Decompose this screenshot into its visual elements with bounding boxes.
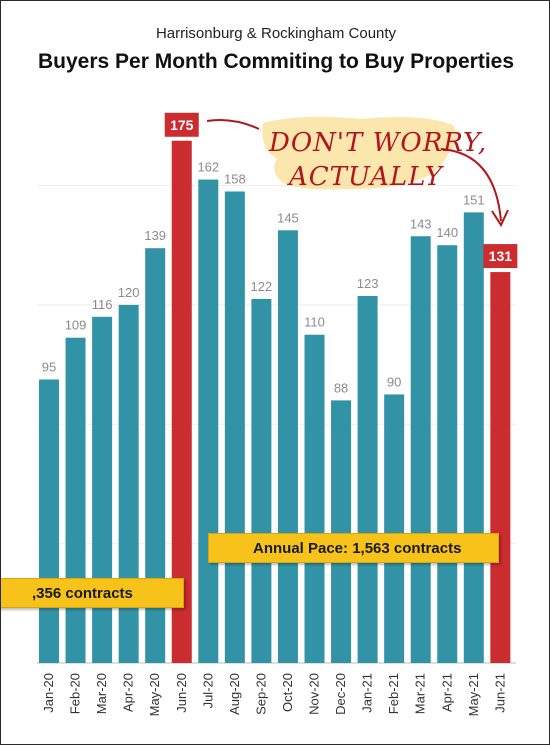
value-label-nov-20: 110 (304, 315, 325, 330)
handwritten-note-line2: ACTUALLY (287, 162, 445, 192)
value-label-oct-20: 145 (277, 210, 299, 225)
value-label-sep-20: 122 (251, 279, 273, 294)
bar-oct-20 (277, 230, 298, 663)
highlight-blob (262, 116, 458, 190)
bar-aug-20 (224, 191, 245, 663)
bar-jun-21 (490, 272, 511, 663)
x-tick-label-dec-20: Dec-20 (333, 673, 348, 715)
value-label-feb-21: 90 (387, 374, 401, 389)
value-label-jun-20: 175 (170, 117, 194, 133)
arrow-to-jun-21 (440, 148, 502, 222)
bar-jan-21 (357, 295, 378, 663)
value-label-feb-20: 109 (65, 318, 87, 333)
value-label-may-20: 139 (144, 228, 166, 243)
handwritten-note-line1: DON'T WORRY, (268, 128, 487, 158)
x-tick-label-may-20: May-20 (147, 673, 162, 716)
bar-jun-20 (171, 140, 192, 663)
value-label-mar-20: 116 (92, 297, 113, 312)
bar-apr-20 (118, 304, 139, 663)
x-tick-label-jun-20: Jun-20 (174, 673, 189, 713)
x-tick-label-aug-20: Aug-20 (227, 673, 242, 715)
value-label-jul-20: 162 (197, 160, 219, 175)
x-tick-label-sep-20: Sep-20 (253, 673, 268, 715)
bar-jul-20 (198, 179, 219, 663)
value-label-apr-21: 140 (436, 225, 458, 240)
bar-mar-21 (410, 236, 431, 664)
value-label-jan-20: 95 (42, 360, 56, 375)
x-tick-label-mar-21: Mar-21 (413, 673, 428, 714)
x-tick-label-apr-20: Apr-20 (121, 673, 136, 712)
x-tick-label-apr-21: Apr-21 (439, 673, 454, 712)
bar-apr-21 (437, 245, 458, 664)
value-label-aug-20: 158 (224, 171, 246, 186)
value-label-bg-jun-20 (164, 112, 199, 137)
chart-subtitle: Harrisonburg & Rockingham County (155, 25, 397, 42)
value-label-may-21: 151 (463, 192, 485, 207)
bar-feb-21 (384, 394, 405, 663)
x-tick-label-jan-20: Jan-20 (41, 673, 56, 713)
bar-may-21 (463, 212, 484, 663)
x-tick-label-may-21: May-21 (466, 673, 481, 716)
chart-title: Buyers Per Month Commiting to Buy Proper… (37, 50, 515, 73)
x-tick-label-oct-20: Oct-20 (280, 673, 295, 712)
x-tick-label-mar-20: Mar-20 (94, 673, 109, 714)
value-label-apr-20: 120 (118, 285, 140, 300)
bar-nov-20 (304, 334, 325, 663)
value-label-dec-20: 88 (334, 380, 348, 395)
x-tick-label-feb-21: Feb-21 (386, 673, 401, 714)
value-label-jun-21: 131 (489, 248, 513, 264)
bar-sep-20 (251, 298, 272, 663)
value-label-mar-21: 143 (410, 216, 432, 231)
annual-pace-2020-box: ,356 contracts (1, 578, 184, 608)
arrow-head-jun-21 (491, 209, 509, 228)
x-tick-label-jan-21: Jan-21 (360, 673, 375, 713)
bar-dec-20 (331, 400, 352, 663)
value-label-jan-21: 123 (357, 276, 379, 291)
x-tick-label-jul-20: Jul-20 (200, 673, 215, 708)
annual-pace-2021-box: Annual Pace: 1,563 contracts (208, 533, 499, 563)
x-tick-label-feb-20: Feb-20 (68, 673, 83, 714)
bar-feb-20 (65, 337, 86, 663)
x-tick-label-jun-21: Jun-21 (492, 673, 507, 713)
value-label-bg-jun-21 (483, 244, 518, 269)
arrow-to-jun-20 (206, 119, 260, 130)
bar-may-20 (145, 248, 166, 663)
x-tick-label-nov-20: Nov-20 (307, 673, 322, 715)
bar-mar-20 (92, 316, 113, 663)
bar-jan-20 (39, 379, 59, 663)
